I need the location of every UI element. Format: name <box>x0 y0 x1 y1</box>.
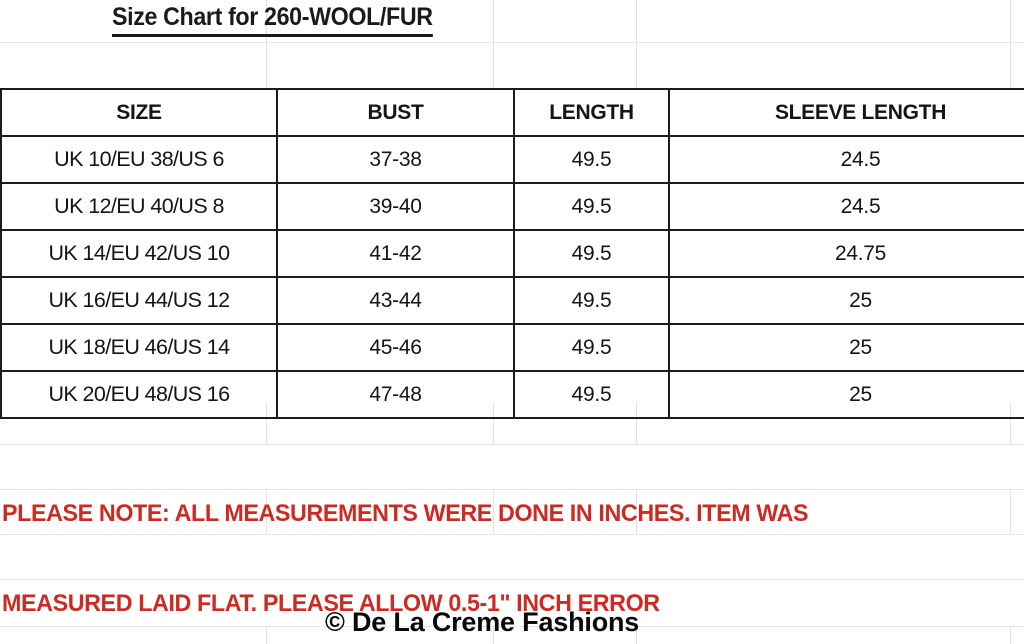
cell-size: UK 10/EU 38/US 6 <box>0 135 278 184</box>
cell-bust: 43-44 <box>276 276 515 325</box>
gridline-horizontal <box>0 626 1024 627</box>
gridline-horizontal <box>0 489 1024 490</box>
page-title: Size Chart for 260-WOOL/FUR <box>112 2 433 37</box>
cell-bust: 39-40 <box>276 182 515 231</box>
table-row: UK 10/EU 38/US 6 37-38 49.5 24.5 <box>0 135 1024 184</box>
cell-sleeve: 24.75 <box>668 229 1024 278</box>
gridline-vertical <box>636 626 637 644</box>
gridline-horizontal <box>0 444 1024 445</box>
table-row: UK 18/EU 46/US 14 45-46 49.5 25 <box>0 323 1024 372</box>
cell-length: 49.5 <box>513 135 670 184</box>
table-row: UK 16/EU 44/US 12 43-44 49.5 25 <box>0 276 1024 325</box>
gridline-vertical <box>1010 626 1011 644</box>
gridline-vertical <box>1010 402 1011 444</box>
cell-sleeve: 25 <box>668 276 1024 325</box>
cell-length: 49.5 <box>513 323 670 372</box>
table-row: UK 12/EU 40/US 8 39-40 49.5 24.5 <box>0 182 1024 231</box>
copyright-watermark: © De La Creme Fashions <box>325 607 640 637</box>
gridline-vertical <box>636 0 637 88</box>
cell-bust: 47-48 <box>276 370 515 419</box>
table-header-row: SIZE BUST LENGTH SLEEVE LENGTH <box>0 88 1024 137</box>
measurement-note-line-1: PLEASE NOTE: ALL MEASUREMENTS WERE DONE … <box>2 500 809 527</box>
cell-length: 49.5 <box>513 229 670 278</box>
gridline-horizontal <box>0 579 1024 580</box>
cell-size: UK 20/EU 48/US 16 <box>0 370 278 419</box>
column-header-sleeve-length: SLEEVE LENGTH <box>668 88 1024 137</box>
cell-size: UK 18/EU 46/US 14 <box>0 323 278 372</box>
measurement-note-line-2: MEASURED LAID FLAT. PLEASE ALLOW 0.5-1" … <box>2 590 660 617</box>
cell-bust: 41-42 <box>276 229 515 278</box>
gridline-vertical <box>266 0 267 88</box>
gridline-horizontal <box>0 42 1024 43</box>
cell-length: 49.5 <box>513 276 670 325</box>
gridline-horizontal <box>0 534 1024 535</box>
gridline-vertical <box>636 489 637 534</box>
gridline-vertical <box>493 489 494 534</box>
gridline-vertical <box>493 626 494 644</box>
cell-length: 49.5 <box>513 182 670 231</box>
gridline-vertical <box>1010 489 1011 534</box>
size-chart-table: SIZE BUST LENGTH SLEEVE LENGTH UK 10/EU … <box>0 88 1024 419</box>
cell-bust: 45-46 <box>276 323 515 372</box>
cell-size: UK 12/EU 40/US 8 <box>0 182 278 231</box>
cell-sleeve: 25 <box>668 370 1024 419</box>
cell-sleeve: 24.5 <box>668 182 1024 231</box>
gridline-vertical <box>636 402 637 444</box>
cell-bust: 37-38 <box>276 135 515 184</box>
cell-sleeve: 24.5 <box>668 135 1024 184</box>
gridline-vertical <box>493 0 494 88</box>
gridline-vertical <box>266 402 267 444</box>
column-header-length: LENGTH <box>513 88 670 137</box>
cell-length: 49.5 <box>513 370 670 419</box>
table-row: UK 20/EU 48/US 16 47-48 49.5 25 <box>0 370 1024 419</box>
cell-sleeve: 25 <box>668 323 1024 372</box>
gridline-vertical <box>266 489 267 534</box>
cell-size: UK 14/EU 42/US 10 <box>0 229 278 278</box>
gridline-vertical <box>266 626 267 644</box>
table-row: UK 14/EU 42/US 10 41-42 49.5 24.75 <box>0 229 1024 278</box>
gridline-vertical <box>1010 0 1011 88</box>
cell-size: UK 16/EU 44/US 12 <box>0 276 278 325</box>
gridline-vertical <box>493 402 494 444</box>
column-header-bust: BUST <box>276 88 515 137</box>
column-header-size: SIZE <box>0 88 278 137</box>
